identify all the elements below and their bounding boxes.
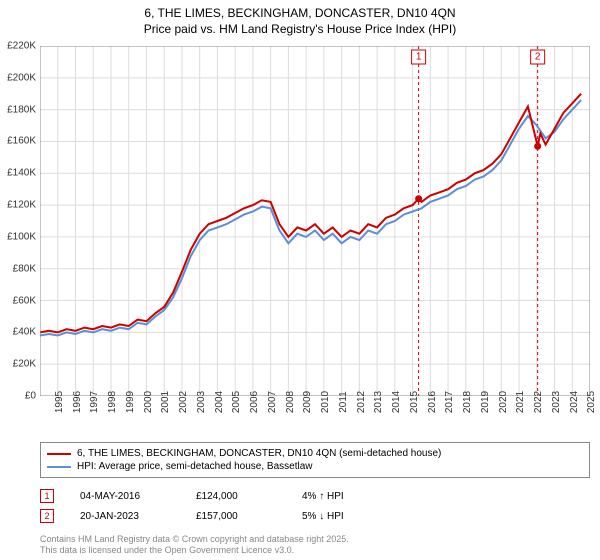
- y-tick-label: £220K: [7, 41, 36, 52]
- title-line-1: 6, THE LIMES, BECKINGHAM, DONCASTER, DN1…: [0, 6, 600, 22]
- y-tick-label: £80K: [13, 263, 36, 274]
- sale-date: 04-MAY-2016: [80, 491, 170, 502]
- sales-list: 1 04-MAY-2016 £124,000 4% ↑ HPI 2 20-JAN-2023…: [40, 486, 590, 526]
- sale-price: £157,000: [196, 511, 276, 522]
- sale-marker: 2: [40, 509, 54, 523]
- sale-marker: 1: [40, 489, 54, 503]
- legend-swatch: [47, 466, 71, 468]
- footer-credits: Contains HM Land Registry data © Crown c…: [40, 534, 349, 556]
- svg-text:2: 2: [535, 52, 541, 63]
- sale-row: 2 20-JAN-2023 £157,000 5% ↓ HPI: [40, 506, 590, 526]
- legend-box: 6, THE LIMES, BECKINGHAM, DONCASTER, DN1…: [40, 442, 590, 478]
- chart-title: 6, THE LIMES, BECKINGHAM, DONCASTER, DN1…: [0, 0, 600, 37]
- y-tick-label: £160K: [7, 136, 36, 147]
- y-axis-labels: £0£20K£40K£60K£80K£100K£120K£140K£160K£1…: [0, 46, 38, 396]
- x-axis-labels: 1995199619971998199920002001200220032004…: [40, 398, 590, 438]
- sale-hpi: 5% ↓ HPI: [302, 511, 382, 522]
- legend-swatch: [47, 453, 71, 455]
- svg-text:1: 1: [416, 52, 422, 63]
- y-tick-label: £120K: [7, 200, 36, 211]
- y-tick-label: £40K: [13, 327, 36, 338]
- sale-hpi: 4% ↑ HPI: [302, 491, 382, 502]
- y-tick-label: £140K: [7, 168, 36, 179]
- legend-item: 6, THE LIMES, BECKINGHAM, DONCASTER, DN1…: [47, 447, 583, 460]
- sale-date: 20-JAN-2023: [80, 511, 170, 522]
- legend-label: HPI: Average price, semi-detached house,…: [77, 461, 313, 472]
- legend-label: 6, THE LIMES, BECKINGHAM, DONCASTER, DN1…: [77, 448, 441, 459]
- footer-line-2: This data is licensed under the Open Gov…: [40, 545, 349, 556]
- y-tick-label: £100K: [7, 231, 36, 242]
- chart-container: 6, THE LIMES, BECKINGHAM, DONCASTER, DN1…: [0, 0, 600, 560]
- y-tick-label: £20K: [13, 359, 36, 370]
- y-tick-label: £60K: [13, 295, 36, 306]
- x-tick-label: 2026: [590, 391, 600, 413]
- plot-svg: 12: [40, 46, 590, 396]
- y-tick-label: £0: [25, 391, 36, 402]
- footer-line-1: Contains HM Land Registry data © Crown c…: [40, 534, 349, 545]
- y-tick-label: £180K: [7, 104, 36, 115]
- legend-item: HPI: Average price, semi-detached house,…: [47, 460, 583, 473]
- sale-price: £124,000: [196, 491, 276, 502]
- y-tick-label: £200K: [7, 72, 36, 83]
- sale-row: 1 04-MAY-2016 £124,000 4% ↑ HPI: [40, 486, 590, 506]
- plot-area: 12: [40, 46, 590, 396]
- title-line-2: Price paid vs. HM Land Registry's House …: [0, 22, 600, 38]
